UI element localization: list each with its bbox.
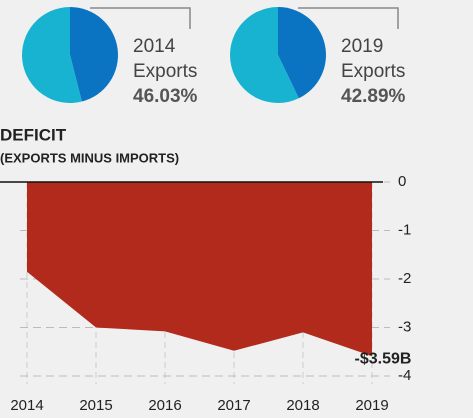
pie-title: 2019	[341, 36, 383, 57]
pie-slice	[70, 7, 119, 102]
chart-subtitle: (EXPORTS MINUS IMPORTS)	[0, 150, 179, 165]
x-tick-label: 2017	[217, 397, 250, 414]
x-tick-label: 2015	[79, 397, 112, 414]
y-tick-label: -2	[398, 270, 411, 287]
area	[27, 182, 372, 357]
y-tick-label: 0	[398, 173, 406, 190]
y-tick-label: -1	[398, 221, 411, 238]
x-tick-label: 2014	[10, 397, 43, 414]
x-tick-label: 2016	[148, 397, 181, 414]
pie-slice	[278, 7, 326, 99]
pie-slice	[229, 7, 299, 103]
x-tick-label: 2019	[355, 397, 388, 414]
y-tick-label: -3	[398, 318, 411, 335]
pie-title: 2014	[133, 36, 176, 57]
pie-slice	[22, 7, 82, 103]
chart-title: DEFICIT	[0, 125, 67, 144]
y-tick-label: -4	[398, 367, 411, 384]
pie-label: Exports	[341, 61, 405, 82]
leader-line	[90, 7, 191, 29]
x-tick-label: 2018	[286, 397, 319, 414]
value-label: -$3.59B	[355, 350, 412, 367]
pie-label: Exports	[133, 61, 197, 82]
leader-line	[298, 7, 399, 29]
pie-value: 42.89%	[341, 86, 406, 107]
pie-value: 46.03%	[133, 86, 198, 107]
